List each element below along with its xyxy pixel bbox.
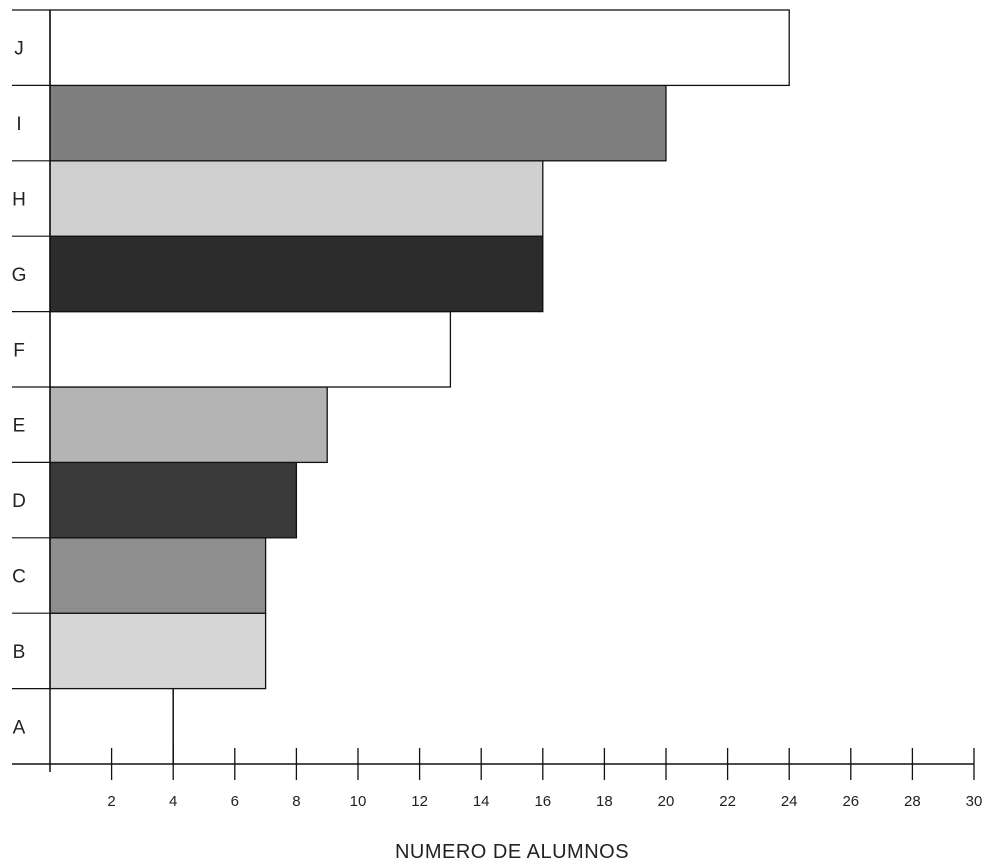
bar-J [49, 9, 790, 87]
bar-H [49, 160, 544, 237]
category-labels-group: A B C D E F G H I J [12, 9, 50, 738]
x-tick-label: 24 [781, 793, 798, 810]
bar-G [49, 235, 544, 313]
category-label-F: F [13, 340, 25, 361]
x-tick-label: 18 [596, 793, 613, 810]
x-tick-label: 22 [719, 793, 736, 810]
bar-C [49, 537, 267, 614]
bar-E [49, 386, 328, 464]
x-tick-label: 26 [842, 793, 859, 810]
x-tick-label: 14 [473, 793, 490, 810]
category-label-C: C [12, 567, 26, 588]
bar-I [49, 84, 667, 162]
x-ticks-group: 2 4 6 8 10 12 14 16 18 20 22 24 26 28 30 [107, 748, 982, 810]
x-tick-label: 12 [411, 793, 428, 810]
category-label-A: A [13, 717, 26, 738]
category-label-B: B [13, 642, 26, 663]
x-tick-label: 30 [966, 793, 983, 810]
category-label-I: I [16, 114, 21, 135]
category-label-H: H [12, 190, 26, 211]
x-tick-label: 10 [350, 793, 367, 810]
bar-D [49, 461, 298, 539]
category-label-J: J [14, 39, 24, 60]
x-tick-label: 8 [292, 793, 300, 810]
category-label-D: D [12, 491, 26, 512]
x-axis-title: NUMERO DE ALUMNOS [395, 841, 629, 863]
x-tick-label: 6 [231, 793, 239, 810]
x-tick-label: 28 [904, 793, 921, 810]
bar-B [49, 612, 267, 690]
x-tick-label: 4 [169, 793, 177, 810]
category-label-E: E [13, 416, 26, 437]
x-tick-label: 20 [658, 793, 675, 810]
bar-F [49, 310, 452, 388]
bars-group [49, 9, 790, 764]
x-tick-label: 16 [534, 793, 551, 810]
category-label-G: G [12, 265, 27, 286]
x-tick-label: 2 [107, 793, 115, 810]
